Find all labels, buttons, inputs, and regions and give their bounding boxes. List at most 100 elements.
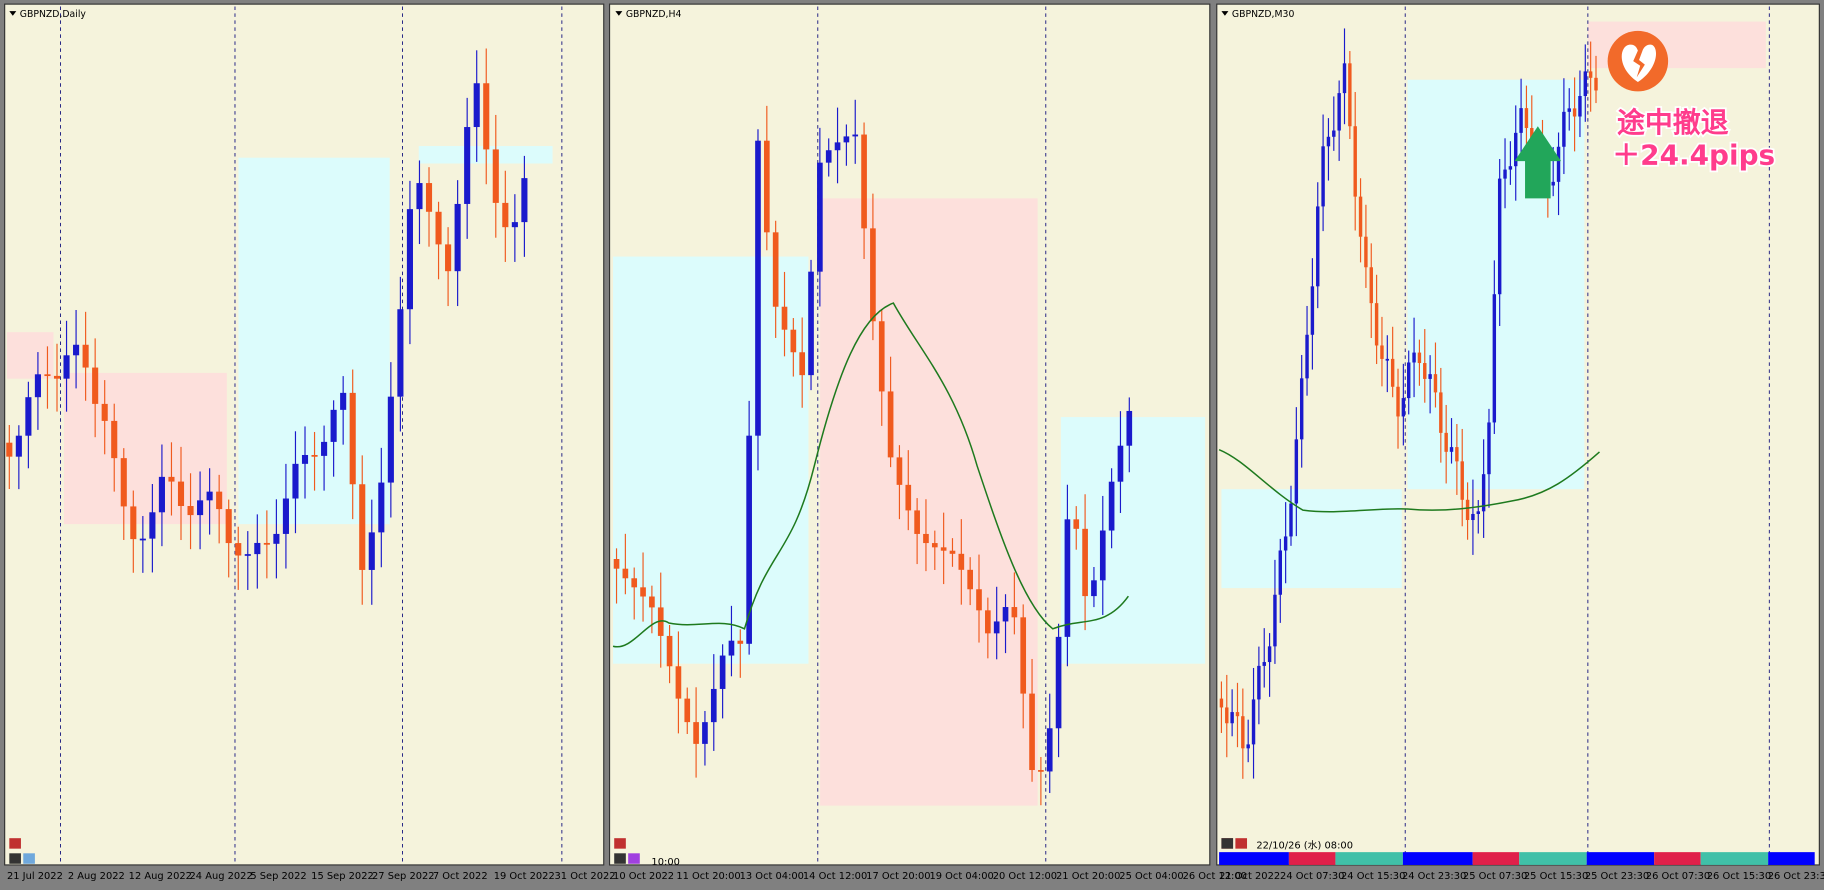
date-label: 11 Oct 20:00 xyxy=(676,871,740,882)
date-label: 26 Oct 23:30 xyxy=(1768,871,1824,882)
candle-body xyxy=(1289,503,1293,537)
candle-body xyxy=(949,550,956,554)
candle-body xyxy=(1235,712,1240,717)
candle-body xyxy=(130,506,137,540)
candle-body xyxy=(1439,392,1443,433)
candle-body xyxy=(1455,447,1459,462)
candle-body xyxy=(1503,169,1507,179)
candle-body xyxy=(1433,374,1438,393)
candle-body xyxy=(235,543,242,556)
candle-body xyxy=(887,391,894,458)
candle-body xyxy=(1514,132,1518,167)
date-label: 7 Oct 2022 xyxy=(433,871,488,882)
timestamp: 22/10/26 (水) 08:00 xyxy=(1256,840,1353,852)
candle-body xyxy=(693,722,699,744)
candle-body xyxy=(1471,513,1475,521)
candle-body xyxy=(225,509,232,544)
candle-body xyxy=(1273,594,1277,647)
candle-body xyxy=(292,463,299,499)
candle-body xyxy=(631,578,638,588)
candle-body xyxy=(502,202,509,228)
candle-body xyxy=(976,589,982,611)
candle-body xyxy=(149,512,156,539)
candle-body xyxy=(1225,707,1229,724)
candle-body xyxy=(1002,607,1009,622)
candle-body xyxy=(905,484,912,511)
candle-body xyxy=(852,134,859,137)
candle-body xyxy=(1117,445,1124,482)
candle-body xyxy=(755,140,761,436)
candle-body xyxy=(1251,699,1256,745)
candle-body xyxy=(1508,166,1513,170)
dropdown-icon xyxy=(1221,11,1229,16)
candle-body xyxy=(1556,146,1561,182)
candles xyxy=(6,28,1598,806)
candle-body xyxy=(492,149,499,203)
candle-body xyxy=(282,498,289,534)
candle-body xyxy=(799,352,806,376)
candle-body xyxy=(1091,580,1097,597)
candle-body xyxy=(914,510,920,534)
candle-body xyxy=(44,374,51,377)
candle-body xyxy=(82,344,89,368)
candle-body xyxy=(521,178,528,223)
candle-body xyxy=(728,640,735,656)
broken-heart-icon xyxy=(1607,30,1669,92)
candle-body xyxy=(1412,352,1416,363)
ma-m30 xyxy=(1218,448,1600,513)
candle-body xyxy=(1567,108,1571,112)
candle-body xyxy=(1064,519,1071,637)
candle-body xyxy=(985,610,991,634)
date-label: 21 Oct 20:00 xyxy=(1056,871,1120,882)
zone xyxy=(1407,79,1585,490)
candle-body xyxy=(349,392,356,485)
candle-body xyxy=(1428,374,1432,379)
date-label: 26 Oct 07:30 xyxy=(1646,871,1710,882)
candle-body xyxy=(120,458,127,507)
zone xyxy=(820,198,1038,806)
candle-body xyxy=(1011,607,1018,618)
period-lines xyxy=(60,6,1770,864)
candle-body xyxy=(1364,236,1368,268)
date-label: 25 Oct 15:30 xyxy=(1524,871,1588,882)
moving-average xyxy=(612,302,1600,648)
candle-body xyxy=(640,587,646,597)
candle-body xyxy=(1476,511,1480,514)
candle-body xyxy=(1583,71,1588,97)
candle-body xyxy=(993,621,1000,634)
candle-body xyxy=(1374,303,1379,346)
candle-body xyxy=(817,162,823,272)
candle-body xyxy=(702,722,708,744)
candle-body xyxy=(111,420,118,459)
candle-body xyxy=(197,500,204,516)
candle-body xyxy=(330,409,337,442)
axis-bars xyxy=(9,838,1815,865)
candle-body xyxy=(1219,698,1224,708)
candle-body xyxy=(359,484,366,570)
candle-body xyxy=(1401,398,1406,417)
chart-title: GBPNZD,M30 xyxy=(1232,9,1295,20)
candle-body xyxy=(1321,146,1325,207)
candle-body xyxy=(1407,362,1411,399)
candle-body xyxy=(15,435,22,457)
candle-body xyxy=(6,442,13,457)
date-label: 17 Oct 20:00 xyxy=(866,871,930,882)
candle-body xyxy=(1358,196,1363,237)
candle-body xyxy=(843,136,850,143)
date-label: 25 Oct 23:30 xyxy=(1585,871,1649,882)
candle-body xyxy=(216,491,223,510)
candle-body xyxy=(483,83,490,150)
candle-body xyxy=(1310,286,1315,335)
time-label: 10:00 xyxy=(651,857,679,868)
candle-body xyxy=(666,635,673,667)
candle-body xyxy=(763,140,770,233)
candle-body xyxy=(1082,528,1088,597)
candle-body xyxy=(1257,665,1261,700)
date-label: 20 Oct 12:00 xyxy=(993,871,1057,882)
candle-body xyxy=(1108,481,1115,531)
candle-body xyxy=(1449,447,1454,452)
candle-body xyxy=(1099,530,1106,581)
date-label: 24 Oct 23:30 xyxy=(1402,871,1466,882)
candle-body xyxy=(1492,294,1497,423)
candle-body xyxy=(1588,71,1593,78)
